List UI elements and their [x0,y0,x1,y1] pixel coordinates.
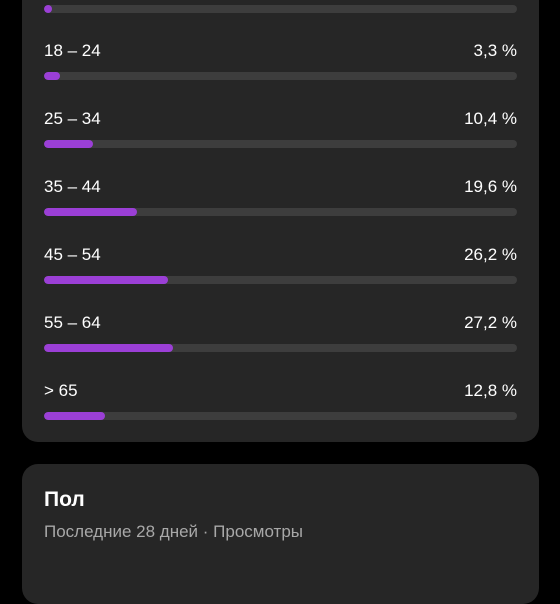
progress-track [44,412,517,420]
age-range-label: 35 – 44 [44,177,101,196]
progress-track [44,140,517,148]
age-percentage-value: 12,8 % [464,381,517,400]
age-percentage-value: 19,6 % [464,177,517,196]
age-percentage-value: 26,2 % [464,245,517,264]
gender-card[interactable]: Пол Последние 28 дней · Просмотры [22,464,539,604]
age-range-label: 45 – 54 [44,245,101,264]
age-percentage-value: 3,3 % [473,41,517,60]
card-subtitle: Последние 28 дней · Просмотры [44,522,304,541]
progress-track [44,344,517,352]
progress-track [44,208,517,216]
age-range-label: 55 – 64 [44,313,101,332]
progress-fill [44,208,137,216]
progress-track [44,276,517,284]
progress-track [44,72,517,80]
progress-fill [44,140,94,148]
age-percentage-value: 27,2 % [464,313,517,332]
card-title: Пол [44,488,85,511]
age-range-label: 18 – 24 [44,41,101,60]
age-percentage-value: 10,4 % [464,109,517,128]
progress-fill [44,5,52,13]
age-distribution-card: 18 – 24 3,3 % 25 – 34 10,4 % 35 – 44 19,… [22,0,539,442]
progress-fill [44,72,60,80]
progress-fill [44,344,173,352]
age-range-label: > 65 [44,381,78,400]
progress-fill [44,276,168,284]
progress-track [44,5,517,13]
age-range-label: 25 – 34 [44,109,101,128]
progress-fill [44,412,105,420]
